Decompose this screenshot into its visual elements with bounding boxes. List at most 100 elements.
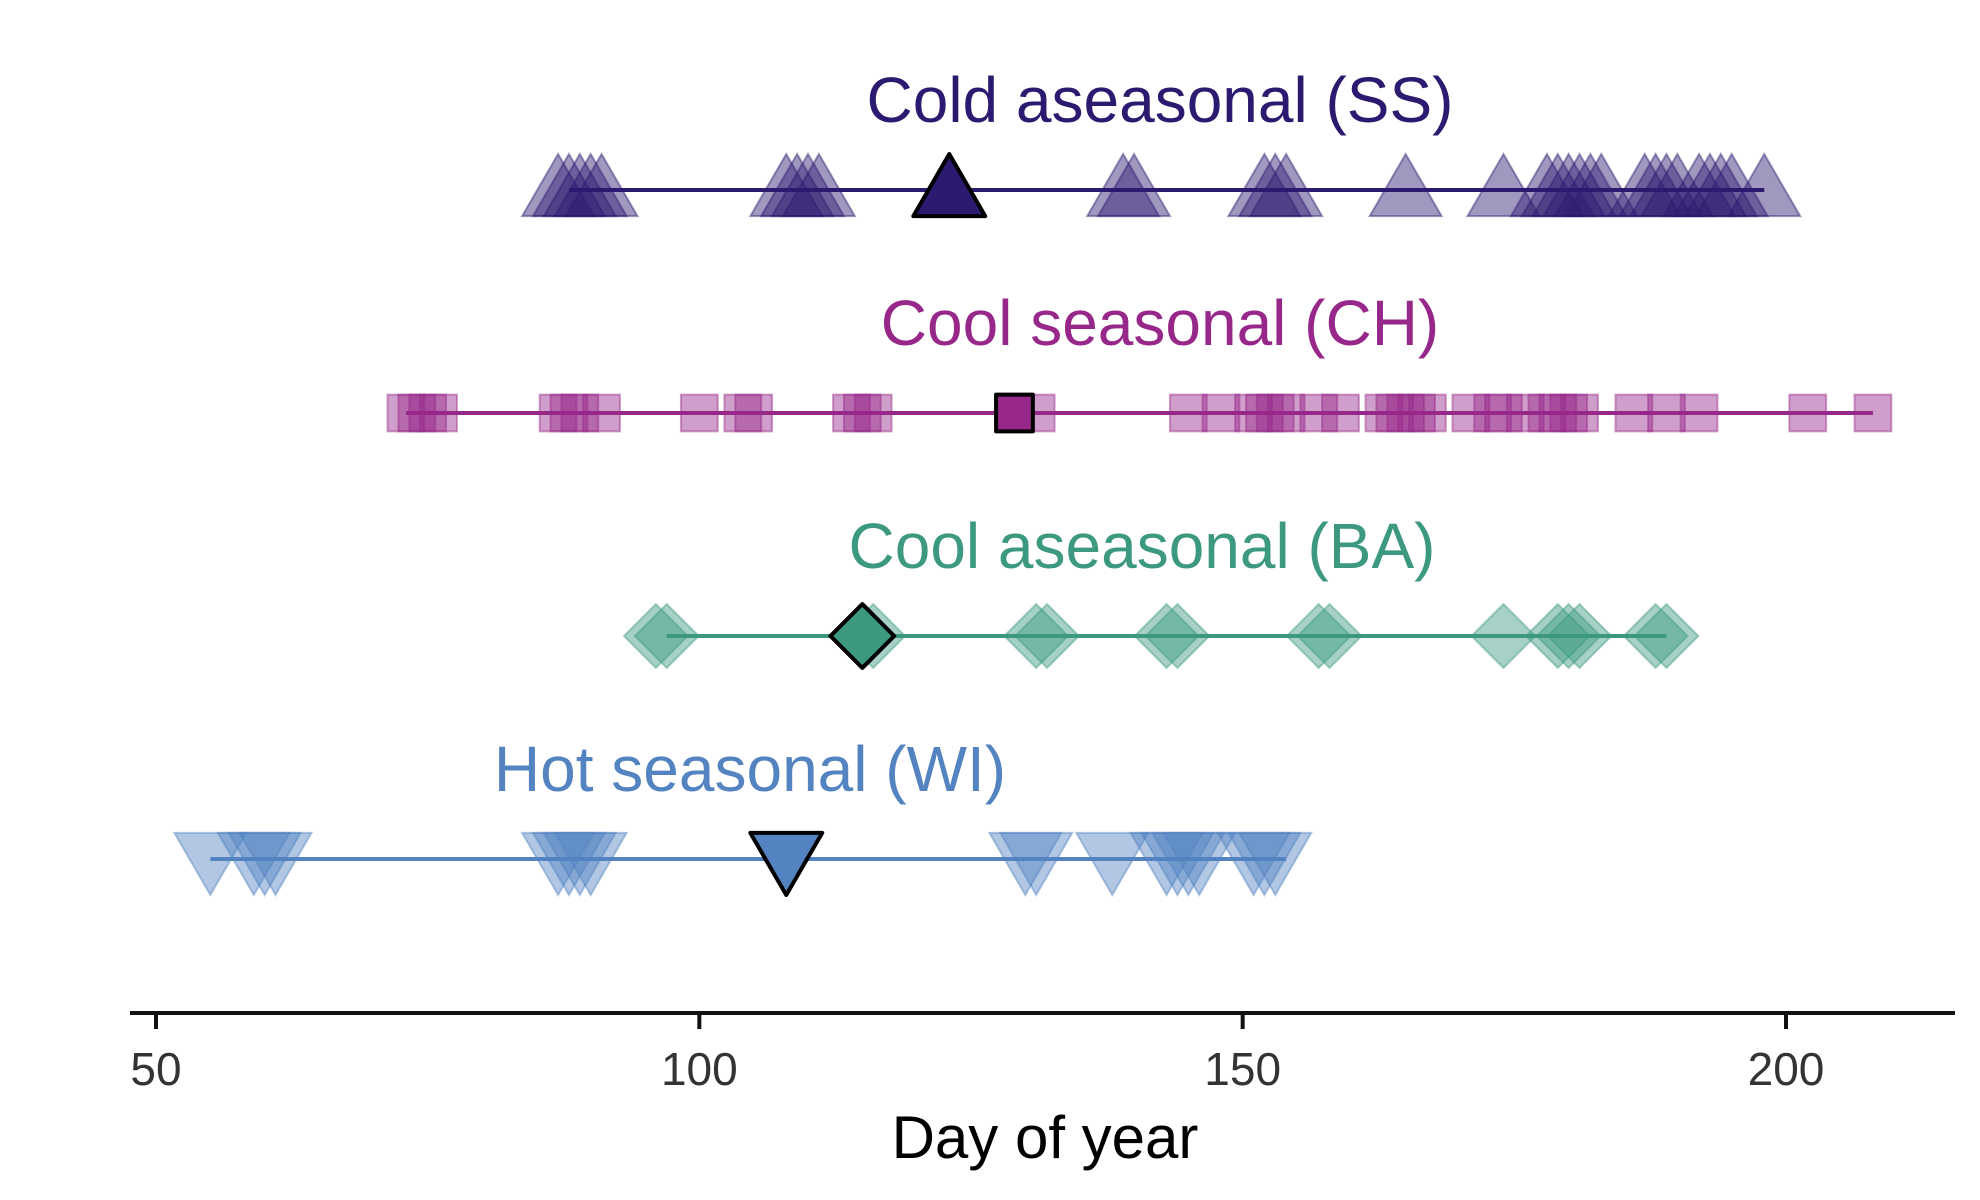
data-point	[1375, 393, 1415, 433]
data-point	[1255, 393, 1295, 433]
data-point	[1527, 393, 1567, 433]
data-point	[1683, 152, 1759, 218]
data-point	[1367, 152, 1444, 218]
data-point	[1085, 152, 1161, 218]
data-point	[1617, 152, 1694, 218]
data-point	[987, 831, 1064, 897]
data-point	[1128, 831, 1205, 897]
data-point	[408, 393, 448, 433]
mean-marker	[994, 392, 1035, 434]
data-point	[216, 831, 292, 897]
data-point	[1563, 152, 1639, 218]
data-point	[1215, 831, 1292, 897]
x-axis: 50 100 150 200	[130, 1011, 1955, 1095]
data-point	[1237, 831, 1313, 897]
data-point	[1560, 393, 1599, 433]
data-point	[633, 602, 701, 670]
x-tick-label: 100	[661, 1043, 738, 1095]
series-layer: Cold aseasonal (SS) Cool seasonal (CH) Coo…	[172, 64, 1893, 897]
data-point	[1285, 602, 1353, 670]
data-point	[1552, 152, 1629, 218]
data-point	[1633, 602, 1700, 670]
data-point	[853, 393, 893, 433]
data-point	[1226, 152, 1303, 218]
data-point	[1639, 152, 1716, 218]
data-point	[748, 152, 824, 218]
data-point	[560, 393, 600, 433]
data-point	[734, 393, 774, 433]
data-point	[1661, 152, 1737, 218]
data-point	[1853, 393, 1893, 433]
series-label: Hot seasonal (WI)	[494, 733, 1006, 805]
mean-marker	[828, 602, 897, 670]
data-point	[1451, 393, 1491, 433]
data-point	[1524, 602, 1592, 670]
data-point	[226, 831, 303, 897]
data-point	[1535, 602, 1602, 670]
data-point	[1150, 831, 1227, 897]
data-point	[832, 393, 871, 433]
data-point	[1321, 393, 1360, 433]
data-point	[1245, 393, 1284, 433]
data-point	[1622, 602, 1689, 670]
data-point	[542, 831, 618, 897]
data-point	[386, 393, 426, 433]
series-4: Hot seasonal (WI)	[172, 733, 1313, 897]
data-point	[582, 393, 621, 433]
data-point	[1538, 393, 1578, 433]
data-point	[563, 152, 640, 218]
data-point	[520, 152, 596, 218]
x-axis-label: Day of year	[892, 1104, 1199, 1171]
data-point	[1248, 152, 1324, 218]
data-point	[1397, 393, 1436, 433]
data-point	[622, 602, 690, 670]
data-point	[770, 152, 846, 218]
data-point	[1013, 602, 1081, 670]
data-point	[1408, 393, 1447, 433]
data-point	[1364, 393, 1404, 433]
x-tick-label: 200	[1748, 1043, 1825, 1095]
data-point	[1509, 152, 1585, 218]
data-point	[1226, 831, 1303, 897]
series-2: Cool seasonal (CH)	[386, 287, 1893, 434]
data-point	[1133, 602, 1200, 670]
data-point	[1672, 152, 1748, 218]
series-label: Cool aseasonal (BA)	[849, 510, 1436, 582]
data-point	[1546, 602, 1613, 670]
data-point	[1096, 152, 1172, 218]
data-point	[1234, 393, 1273, 433]
data-point	[1541, 152, 1618, 218]
data-point	[531, 152, 607, 218]
data-point	[172, 831, 249, 897]
data-point	[1614, 393, 1654, 433]
data-point	[1628, 152, 1705, 218]
data-point	[1473, 393, 1512, 433]
data-point	[1144, 602, 1211, 670]
data-point	[1201, 393, 1241, 433]
data-point	[1386, 393, 1426, 433]
data-point	[552, 152, 629, 218]
data-point	[1647, 393, 1686, 433]
data-point	[723, 393, 763, 433]
data-point	[1693, 152, 1770, 218]
data-point	[1161, 831, 1237, 897]
x-tick-label: 50	[130, 1043, 181, 1095]
data-point	[549, 393, 589, 433]
data-point	[1237, 152, 1313, 218]
mean-marker	[748, 830, 825, 897]
data-point	[531, 831, 607, 897]
data-point	[1266, 393, 1306, 433]
data-point	[552, 831, 629, 897]
data-point	[759, 152, 835, 218]
data-point	[1505, 393, 1545, 433]
data-point	[520, 831, 596, 897]
x-tick-label: 150	[1204, 1043, 1281, 1095]
data-point	[419, 393, 458, 433]
series-3: Cool aseasonal (BA)	[622, 510, 1700, 670]
data-point	[1470, 602, 1537, 670]
data-point	[1139, 831, 1216, 897]
data-point	[1549, 393, 1589, 433]
data-point	[842, 393, 882, 433]
data-point	[1520, 152, 1596, 218]
data-point	[1484, 393, 1523, 433]
